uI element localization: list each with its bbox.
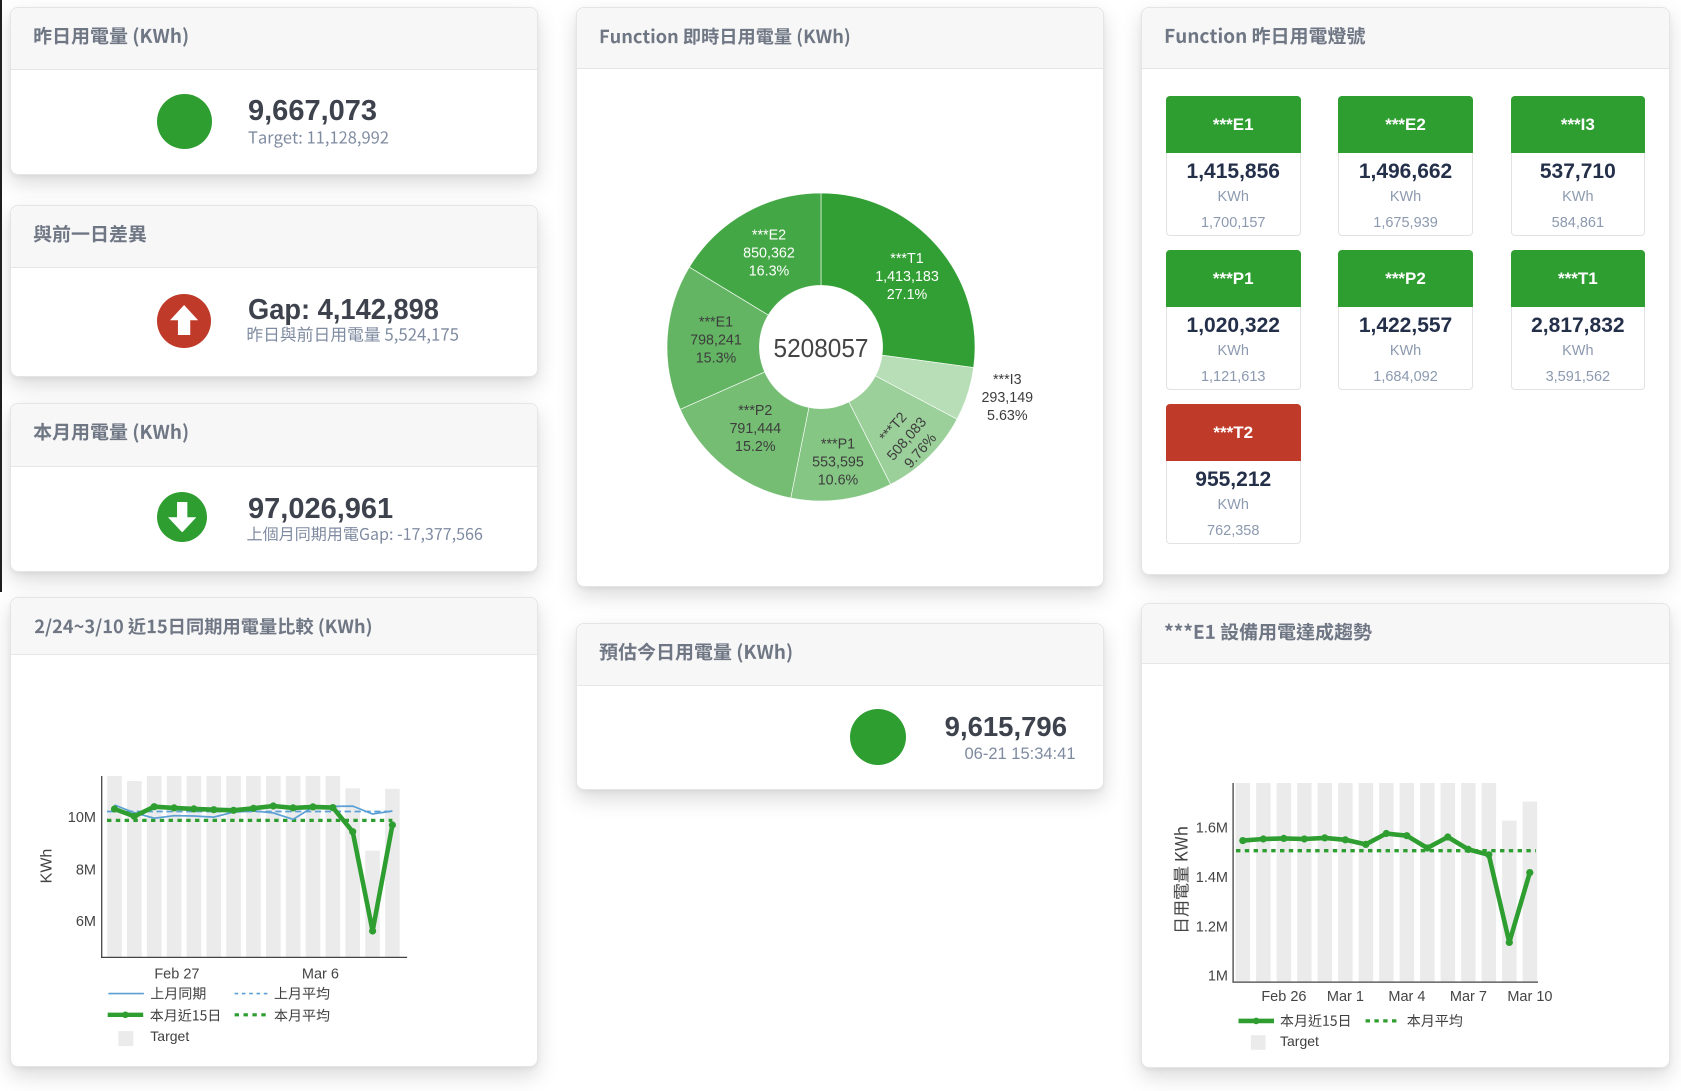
- svg-text:KWh: KWh: [39, 849, 56, 884]
- svg-text:27.1%: 27.1%: [887, 287, 928, 303]
- svg-text:8M: 8M: [76, 863, 96, 879]
- svg-text:553,595: 553,595: [812, 455, 864, 471]
- svg-text:***I3: ***I3: [993, 372, 1022, 388]
- svg-text:16.3%: 16.3%: [749, 263, 790, 279]
- svg-text:15.2%: 15.2%: [735, 439, 776, 455]
- svg-text:Mar 1: Mar 1: [1327, 989, 1364, 1005]
- svg-text:Target: Target: [1280, 1033, 1319, 1049]
- svg-text:5208057: 5208057: [774, 333, 869, 363]
- svg-text:1.4M: 1.4M: [1196, 870, 1228, 886]
- svg-text:Feb 27: Feb 27: [154, 967, 199, 983]
- svg-text:Mar 4: Mar 4: [1388, 989, 1425, 1005]
- svg-text:6M: 6M: [76, 914, 96, 930]
- svg-text:10.6%: 10.6%: [818, 473, 859, 489]
- svg-text:***P1: ***P1: [821, 437, 855, 453]
- svg-text:10M: 10M: [68, 810, 96, 826]
- svg-text:1,413,183: 1,413,183: [875, 269, 939, 285]
- svg-text:***P2: ***P2: [738, 403, 772, 419]
- svg-text:15.3%: 15.3%: [696, 351, 737, 367]
- svg-text:Target: Target: [150, 1028, 189, 1044]
- svg-text:***E2: ***E2: [752, 227, 786, 243]
- svg-text:***T1: ***T1: [890, 251, 923, 267]
- svg-text:1.6M: 1.6M: [1196, 821, 1228, 837]
- svg-text:850,362: 850,362: [743, 245, 795, 261]
- svg-text:Mar 7: Mar 7: [1450, 989, 1487, 1005]
- svg-text:1.2M: 1.2M: [1196, 919, 1228, 935]
- svg-text:5.63%: 5.63%: [987, 408, 1028, 424]
- svg-text:1M: 1M: [1208, 969, 1228, 985]
- svg-text:791,444: 791,444: [729, 421, 781, 437]
- svg-text:Mar 6: Mar 6: [302, 967, 339, 983]
- svg-text:798,241: 798,241: [690, 333, 742, 349]
- svg-text:Feb 26: Feb 26: [1261, 989, 1306, 1005]
- svg-text:***E1: ***E1: [699, 315, 733, 331]
- svg-text:293,149: 293,149: [981, 390, 1033, 406]
- svg-text:Mar 10: Mar 10: [1507, 989, 1552, 1005]
